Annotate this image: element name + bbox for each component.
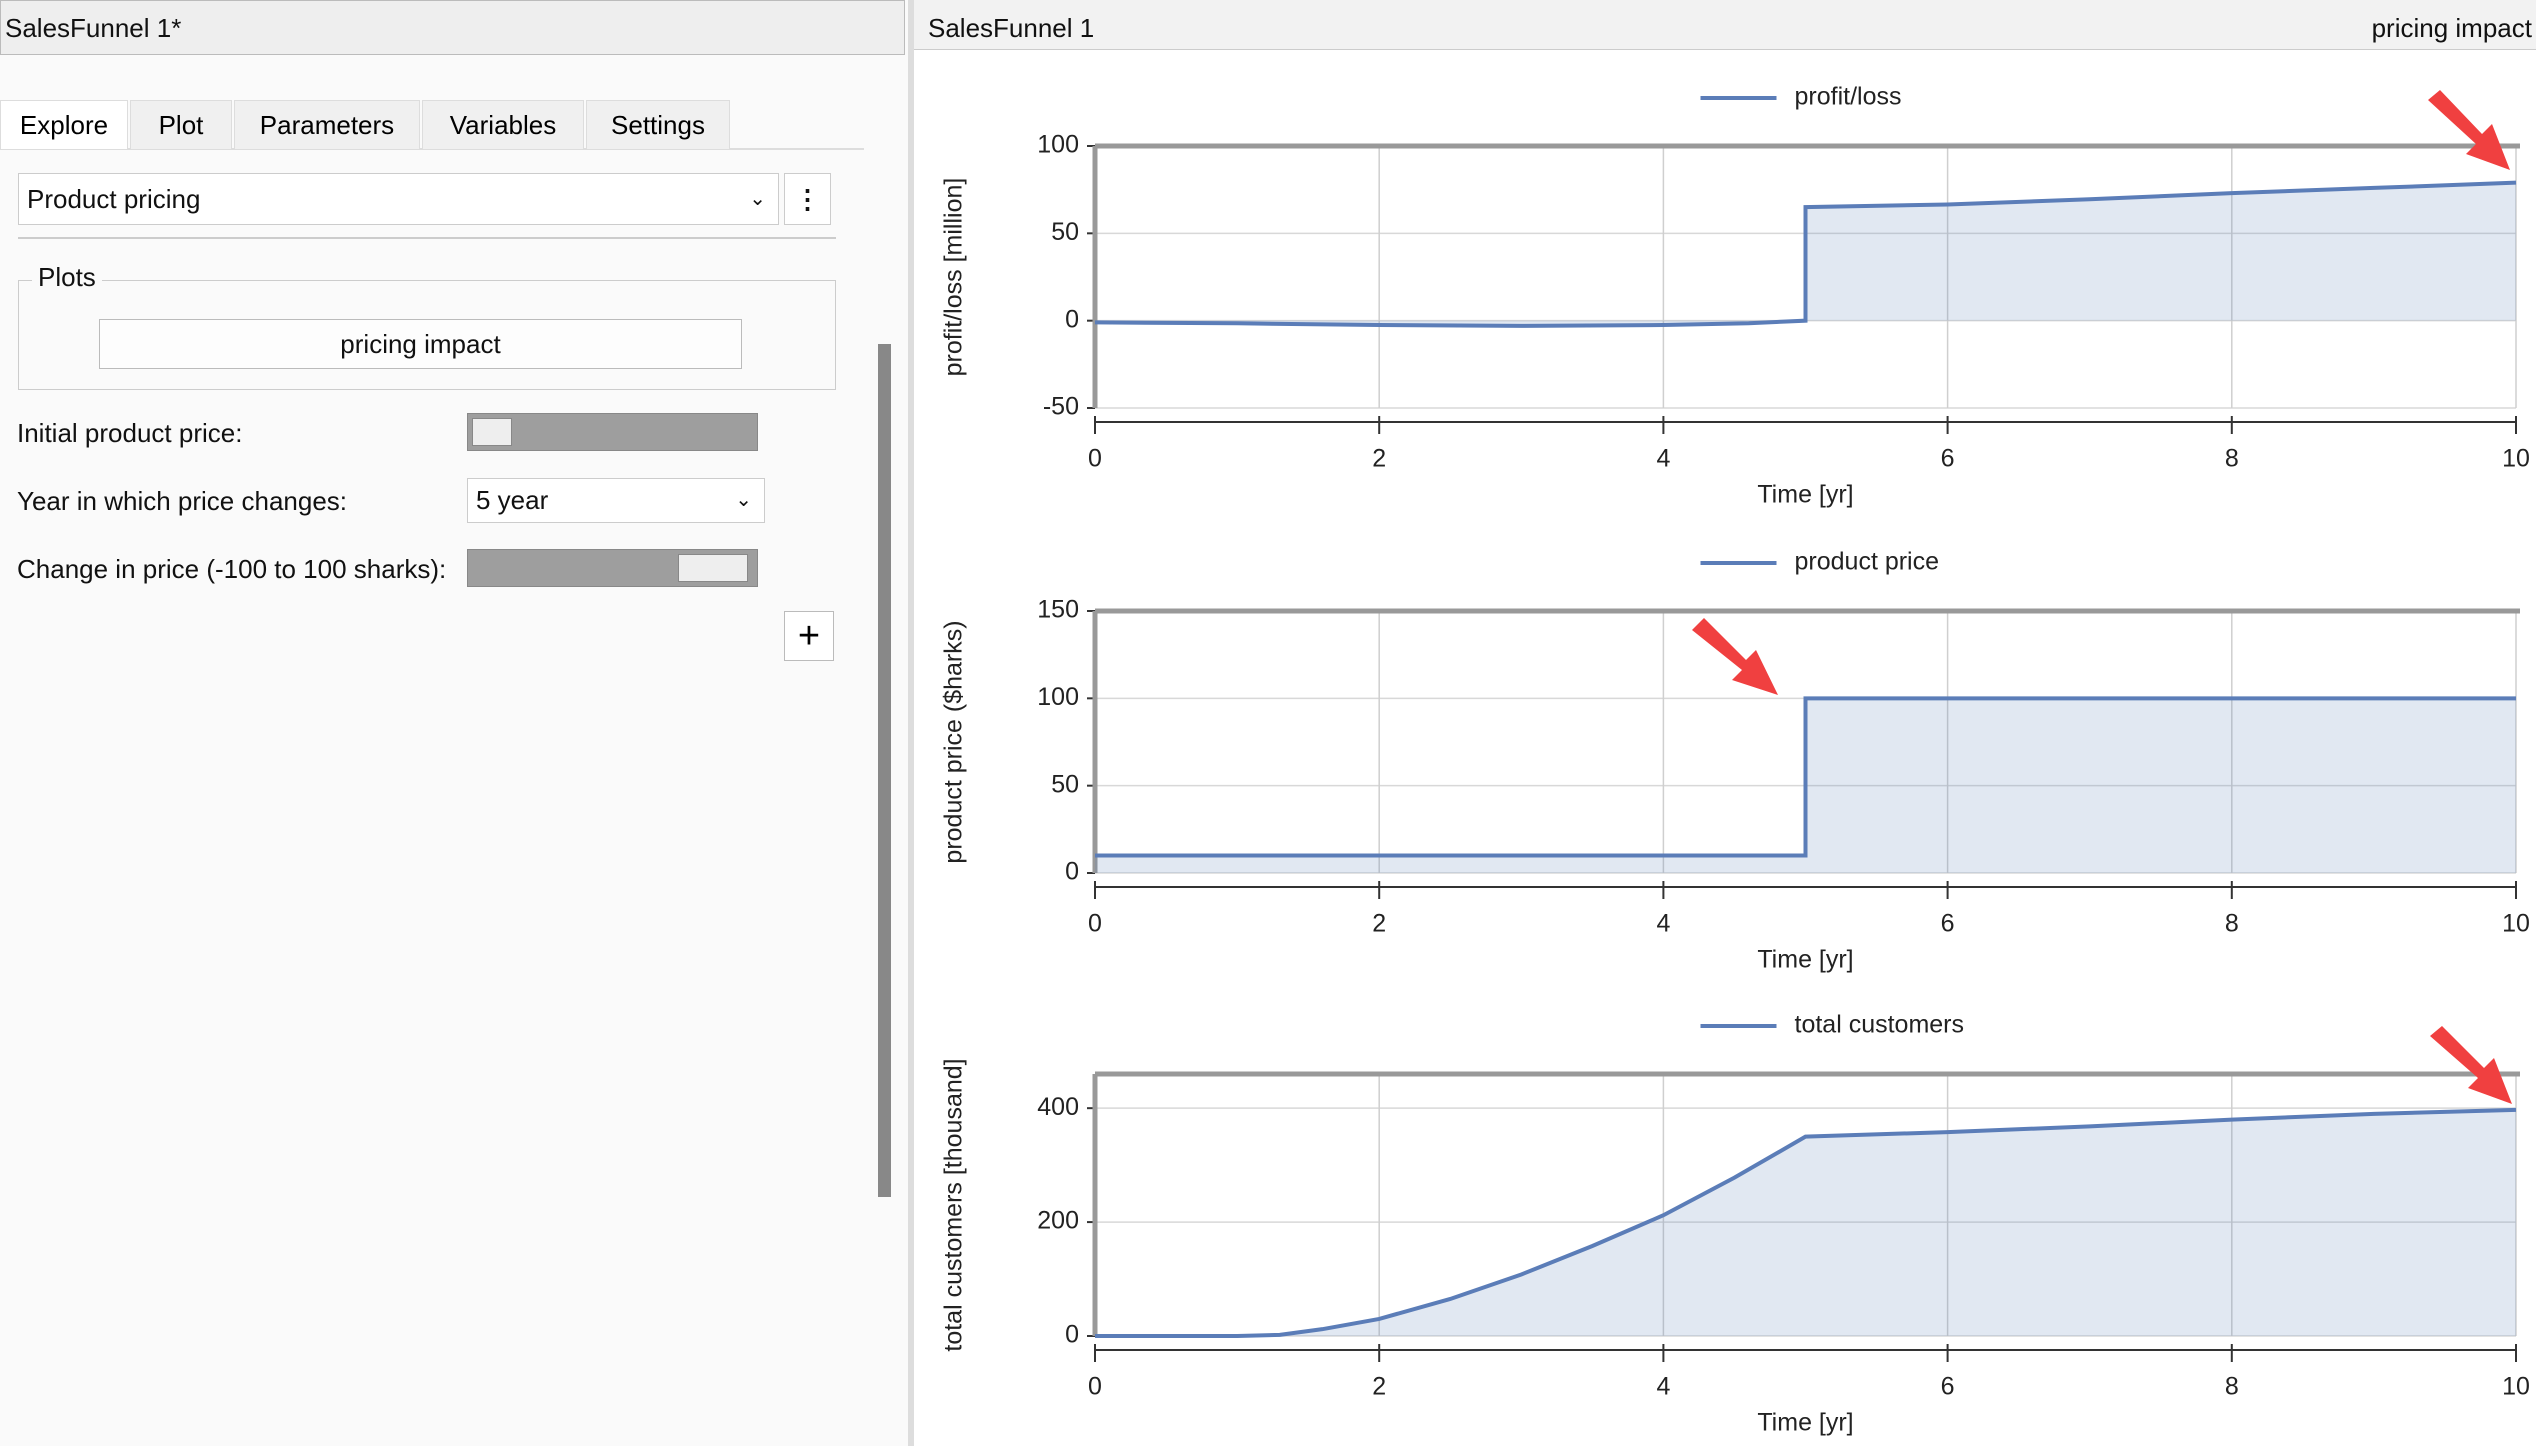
x-tick-label: 8 (2225, 1373, 2239, 1401)
divider (908, 0, 914, 1446)
param-label: Year in which price changes: (17, 486, 348, 516)
x-tick-label: 0 (1088, 1373, 1102, 1401)
tab[interactable]: Settings (586, 100, 730, 149)
legend-label: profit/loss (1795, 83, 1902, 111)
chevron: ⌄ (735, 489, 752, 511)
menu-button[interactable]: ⋮ (784, 173, 831, 225)
y-axis-label: profit/loss [million] (940, 178, 968, 377)
scrollbar[interactable] (878, 344, 891, 1197)
y-tick-label: 50 (1051, 218, 1079, 246)
slider-thumb[interactable] (472, 418, 512, 446)
y-tick-label: -50 (1043, 393, 1079, 421)
tab-strip-line (0, 148, 864, 150)
x-tick-label: 8 (2225, 910, 2239, 938)
plots-group (18, 280, 836, 390)
x-tick-label: 6 (1941, 1373, 1955, 1401)
slider-thumb[interactable] (678, 554, 748, 582)
x-tick-label: 4 (1656, 445, 1670, 473)
x-tick-label: 4 (1656, 1373, 1670, 1401)
separator (18, 237, 836, 239)
x-tick-label: 10 (2502, 445, 2530, 473)
window-title: SalesFunnel 1* (5, 13, 182, 43)
slider[interactable] (467, 413, 758, 451)
y-tick-label: 100 (1037, 683, 1079, 711)
slider[interactable] (467, 549, 758, 587)
x-tick-label: 2 (1372, 910, 1386, 938)
group-label: Plots (32, 262, 102, 293)
x-tick-label: 2 (1372, 445, 1386, 473)
y-tick-label: 100 (1037, 131, 1079, 159)
param-label: Initial product price: (17, 418, 243, 448)
x-tick-label: 6 (1941, 445, 1955, 473)
left-panel: SalesFunnel 1* Explore Plot Parameters V… (0, 0, 914, 1446)
line (1095, 1107, 2517, 1338)
x-tick-label: 10 (2502, 910, 2530, 938)
tab[interactable]: Variables (422, 100, 584, 149)
legend-label: product price (1795, 548, 1940, 576)
y-tick-label: 150 (1037, 596, 1079, 624)
x-tick-label: 4 (1656, 910, 1670, 938)
tab[interactable]: Explore (0, 100, 128, 149)
area (1095, 1109, 2516, 1336)
y-tick-label: 200 (1037, 1207, 1079, 1235)
x-axis-label: Time [yr] (1757, 946, 1853, 974)
x-tick-label: 0 (1088, 910, 1102, 938)
y-tick-label: 400 (1037, 1093, 1079, 1121)
x-axis-label: Time [yr] (1757, 481, 1853, 509)
x-tick-label: 10 (2502, 1373, 2530, 1401)
param-label: Change in price (-100 to 100 sharks): (17, 554, 447, 584)
y-tick-label: 50 (1051, 770, 1079, 798)
title-bar: SalesFunnel 1* (0, 0, 905, 55)
year-dropdown[interactable]: 5 year ⌄ (467, 478, 765, 523)
plot-title-bar: SalesFunnel 1 pricing impact (914, 0, 2536, 50)
tab[interactable]: Parameters (234, 100, 420, 149)
add-button[interactable]: + (784, 611, 834, 661)
x-tick-label: 0 (1088, 445, 1102, 473)
y-axis-label: total customers [thousand] (940, 1058, 968, 1351)
x-tick-label: 2 (1372, 1373, 1386, 1401)
plot-name: pricing impact (2371, 13, 2532, 43)
x-tick-label: 6 (1941, 910, 1955, 938)
plot-window-title: SalesFunnel 1 (928, 13, 1095, 43)
dropdown[interactable]: Product pricing ⌄ (18, 173, 779, 225)
x-axis-label: Time [yr] (1757, 1409, 1853, 1437)
tab[interactable]: Plot (130, 100, 232, 149)
chevron: ⌄ (749, 188, 766, 210)
x-tick-label: 8 (2225, 445, 2239, 473)
legend-label: total customers (1795, 1011, 1965, 1039)
line (1095, 696, 2516, 858)
dropdown-value: 5 year (476, 485, 549, 515)
line (1094, 180, 2517, 328)
dropdown-value: Product pricing (27, 184, 201, 214)
y-axis-label: product price ($harks) (940, 620, 968, 863)
plot-button[interactable]: pricing impact (99, 319, 742, 369)
y-tick-label: 0 (1065, 858, 1079, 886)
y-tick-label: 0 (1065, 1321, 1079, 1349)
y-tick-label: 0 (1065, 305, 1079, 333)
